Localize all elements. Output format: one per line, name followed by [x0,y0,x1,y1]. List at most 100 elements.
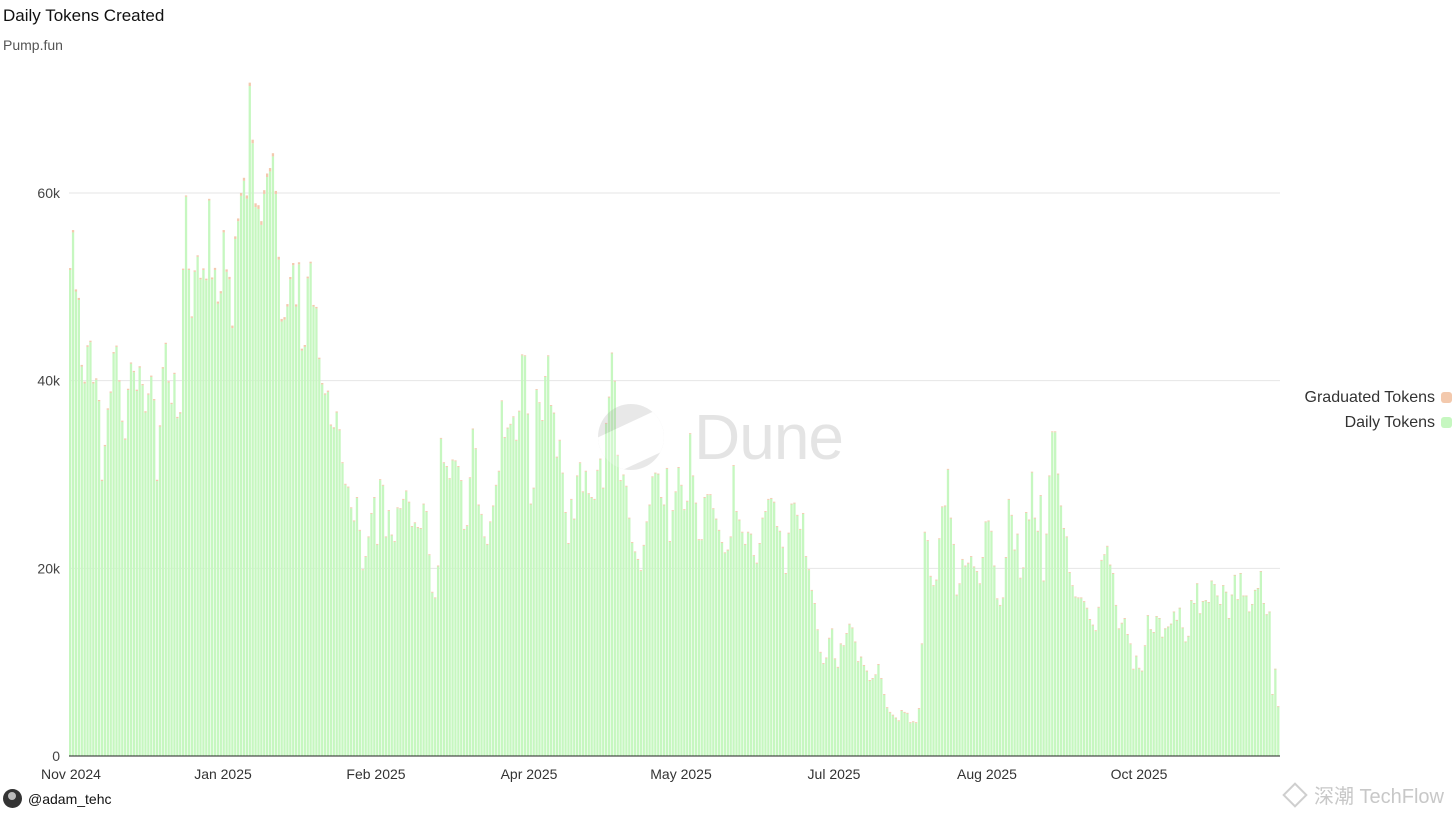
bar-graduated-tokens [150,375,153,377]
bar-graduated-tokens [735,511,738,513]
bar-graduated-tokens [384,536,388,538]
bar-daily-tokens [124,439,127,756]
bar-daily-tokens [639,571,643,756]
bar-graduated-tokens [668,541,672,543]
y-axis-ticks: 0 20k 40k 60k [37,185,61,764]
bar-daily-tokens [1106,546,1109,756]
bar-daily-tokens [978,584,981,756]
bar-graduated-tokens [1088,619,1092,620]
bar-daily-tokens [451,460,454,756]
bar-graduated-tokens [480,513,483,515]
bar-graduated-tokens [71,230,75,233]
bar-graduated-tokens [964,565,967,567]
bar-daily-tokens [413,523,417,756]
bar-graduated-tokens [436,565,440,567]
bar-graduated-tokens [210,277,214,280]
legend-label: Graduated Tokens [1304,388,1435,406]
bar-daily-tokens [341,463,344,756]
bar-graduated-tokens [851,627,854,629]
bar-graduated-tokens [888,711,892,713]
bar-graduated-tokens [190,316,193,318]
legend-item-daily[interactable]: Daily Tokens [1305,410,1452,435]
bar-daily-tokens [1268,611,1271,756]
bar-daily-tokens [1262,603,1265,756]
bar-daily-tokens [509,424,512,756]
bar-daily-tokens [245,198,249,756]
bar-graduated-tokens [332,427,335,429]
bar-graduated-tokens [132,370,136,373]
bar-daily-tokens [332,428,335,756]
bar-graduated-tokens [239,193,243,196]
bar-daily-tokens [199,279,202,756]
bar-graduated-tokens [355,497,359,498]
bar-daily-tokens [515,440,518,756]
bar-graduated-tokens [671,510,674,512]
bar-graduated-tokens [700,539,703,541]
bar-daily-tokens [880,679,883,756]
bar-graduated-tokens [1190,600,1193,602]
bar-graduated-tokens [975,571,979,573]
bar-graduated-tokens [1065,536,1068,538]
bar-graduated-tokens [237,218,240,222]
bar-daily-tokens [520,355,524,756]
bar-graduated-tokens [306,276,309,279]
bar-graduated-tokens [1094,630,1097,632]
bar-daily-tokens [121,421,124,756]
bar-graduated-tokens [523,355,527,357]
bar-graduated-tokens [474,448,477,450]
bar-graduated-tokens [1097,606,1100,608]
bar-daily-tokens [179,413,182,756]
bar-daily-tokens [660,497,663,756]
bar-daily-tokens [436,566,440,756]
bar-graduated-tokens [567,543,570,544]
bar-daily-tokens [292,265,295,756]
bar-daily-tokens [599,459,602,756]
bar-daily-tokens [309,263,312,757]
bar-daily-tokens [1065,537,1068,756]
bar-graduated-tokens [1126,634,1129,635]
bar-graduated-tokens [1013,549,1016,551]
bar-daily-tokens [958,584,961,756]
bar-graduated-tokens [463,528,466,530]
bar-graduated-tokens [390,534,393,536]
bar-graduated-tokens [729,536,732,538]
bar-graduated-tokens [697,539,700,541]
bar-graduated-tokens [158,425,162,427]
bar-graduated-tokens [260,221,263,225]
bar-graduated-tokens [428,554,431,556]
bar-graduated-tokens [984,521,987,523]
bar-daily-tokens [297,264,301,756]
legend-swatch [1441,417,1452,428]
bar-daily-tokens [465,526,469,756]
legend-item-graduated[interactable]: Graduated Tokens [1305,385,1452,410]
bar-graduated-tokens [555,456,559,458]
bar-graduated-tokens [497,470,501,472]
bar-graduated-tokens [645,521,648,523]
bar-graduated-tokens [978,583,981,585]
bar-daily-tokens [506,428,509,756]
bar-daily-tokens [744,544,747,757]
bar-graduated-tokens [738,519,741,521]
bar-graduated-tokens [825,657,828,659]
bar-graduated-tokens [642,544,645,546]
bar-graduated-tokens [946,468,950,470]
bar-graduated-tokens [489,521,492,523]
bar-daily-tokens [975,572,979,756]
bar-daily-tokens [378,480,382,756]
bar-daily-tokens [1230,594,1234,756]
bar-graduated-tokens [263,190,266,194]
bar-daily-tokens [755,563,758,756]
bar-daily-tokens [1120,623,1123,756]
bar-graduated-tokens [509,423,512,425]
bar-daily-tokens [231,328,234,756]
bar-daily-tokens [787,533,790,756]
bar-graduated-tokens [326,390,330,392]
bar-graduated-tokens [83,381,86,384]
bar-daily-tokens [173,374,176,756]
x-tick-label: May 2025 [650,766,712,782]
bar-daily-tokens [167,382,170,756]
bar-daily-tokens [885,708,889,756]
bar-daily-tokens [518,411,521,756]
bar-graduated-tokens [289,276,292,280]
bar-daily-tokens [523,356,527,756]
